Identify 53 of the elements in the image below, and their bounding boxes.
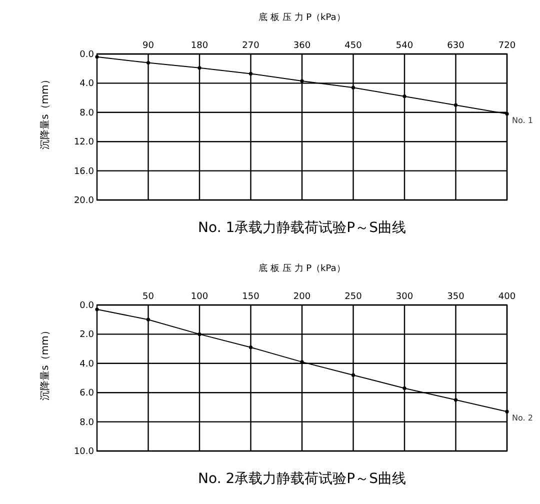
point [351, 86, 356, 90]
y-tick-label: 4.0 [80, 79, 94, 90]
point [248, 346, 253, 350]
x-tick-label: 90 [142, 41, 154, 51]
point [95, 55, 99, 59]
x-tick-label: 350 [447, 292, 465, 302]
y-axis-title: 沉降量s（mm） [39, 326, 51, 400]
x-tick-label: 540 [396, 41, 414, 51]
x-tick-label: 150 [242, 292, 260, 302]
text: No. 1承载力静载荷试验P～S曲线 [198, 220, 406, 236]
y-tick-label: 16.0 [74, 166, 94, 177]
point [198, 66, 202, 70]
point [454, 398, 458, 402]
x-tick-label: 50 [142, 292, 154, 302]
x-tick-label: 180 [190, 41, 208, 51]
y-tick-label: 0.0 [80, 50, 94, 60]
x-tick-label: 400 [498, 292, 516, 302]
x-tick-label: 250 [344, 292, 362, 302]
x-tick-label: 450 [344, 41, 362, 51]
point [402, 94, 406, 98]
point [146, 318, 150, 322]
x-tick-label: 200 [293, 292, 311, 302]
x-tick-label: 630 [447, 41, 465, 51]
x-axis-title: 底 板 压 力 P（kPa） [258, 263, 346, 274]
point [505, 112, 509, 116]
y-tick-label: 12.0 [74, 138, 94, 148]
y-tick-label: 6.0 [80, 388, 94, 399]
point [198, 332, 202, 336]
x-tick-label: 270 [242, 41, 260, 51]
y-tick-label: 4.0 [80, 359, 94, 370]
point [454, 103, 458, 107]
y-tick-label: 8.0 [80, 418, 94, 428]
text: No. 2承载力静载荷试验P～S曲线 [198, 471, 406, 487]
point [146, 60, 150, 65]
point [505, 410, 509, 414]
point [402, 386, 406, 390]
y-tick-label: 10.0 [74, 447, 94, 457]
series-label: No. 2 [512, 414, 533, 423]
x-tick-label: 720 [498, 41, 516, 51]
y-tick-label: 20.0 [74, 196, 94, 206]
point [95, 308, 99, 312]
point [248, 72, 253, 76]
y-axis-title: 沉降量s（mm） [39, 74, 51, 150]
x-tick-label: 100 [190, 292, 208, 302]
point [351, 373, 356, 377]
point [300, 79, 304, 83]
y-tick-label: 8.0 [80, 108, 94, 118]
x-tick-label: 300 [396, 292, 414, 302]
y-tick-label: 0.0 [80, 301, 94, 311]
x-axis-title: 底 板 压 力 P（kPa） [258, 12, 346, 23]
x-tick-label: 360 [293, 41, 311, 51]
series-label: No. 1 [512, 116, 533, 125]
y-tick-label: 2.0 [80, 330, 94, 340]
